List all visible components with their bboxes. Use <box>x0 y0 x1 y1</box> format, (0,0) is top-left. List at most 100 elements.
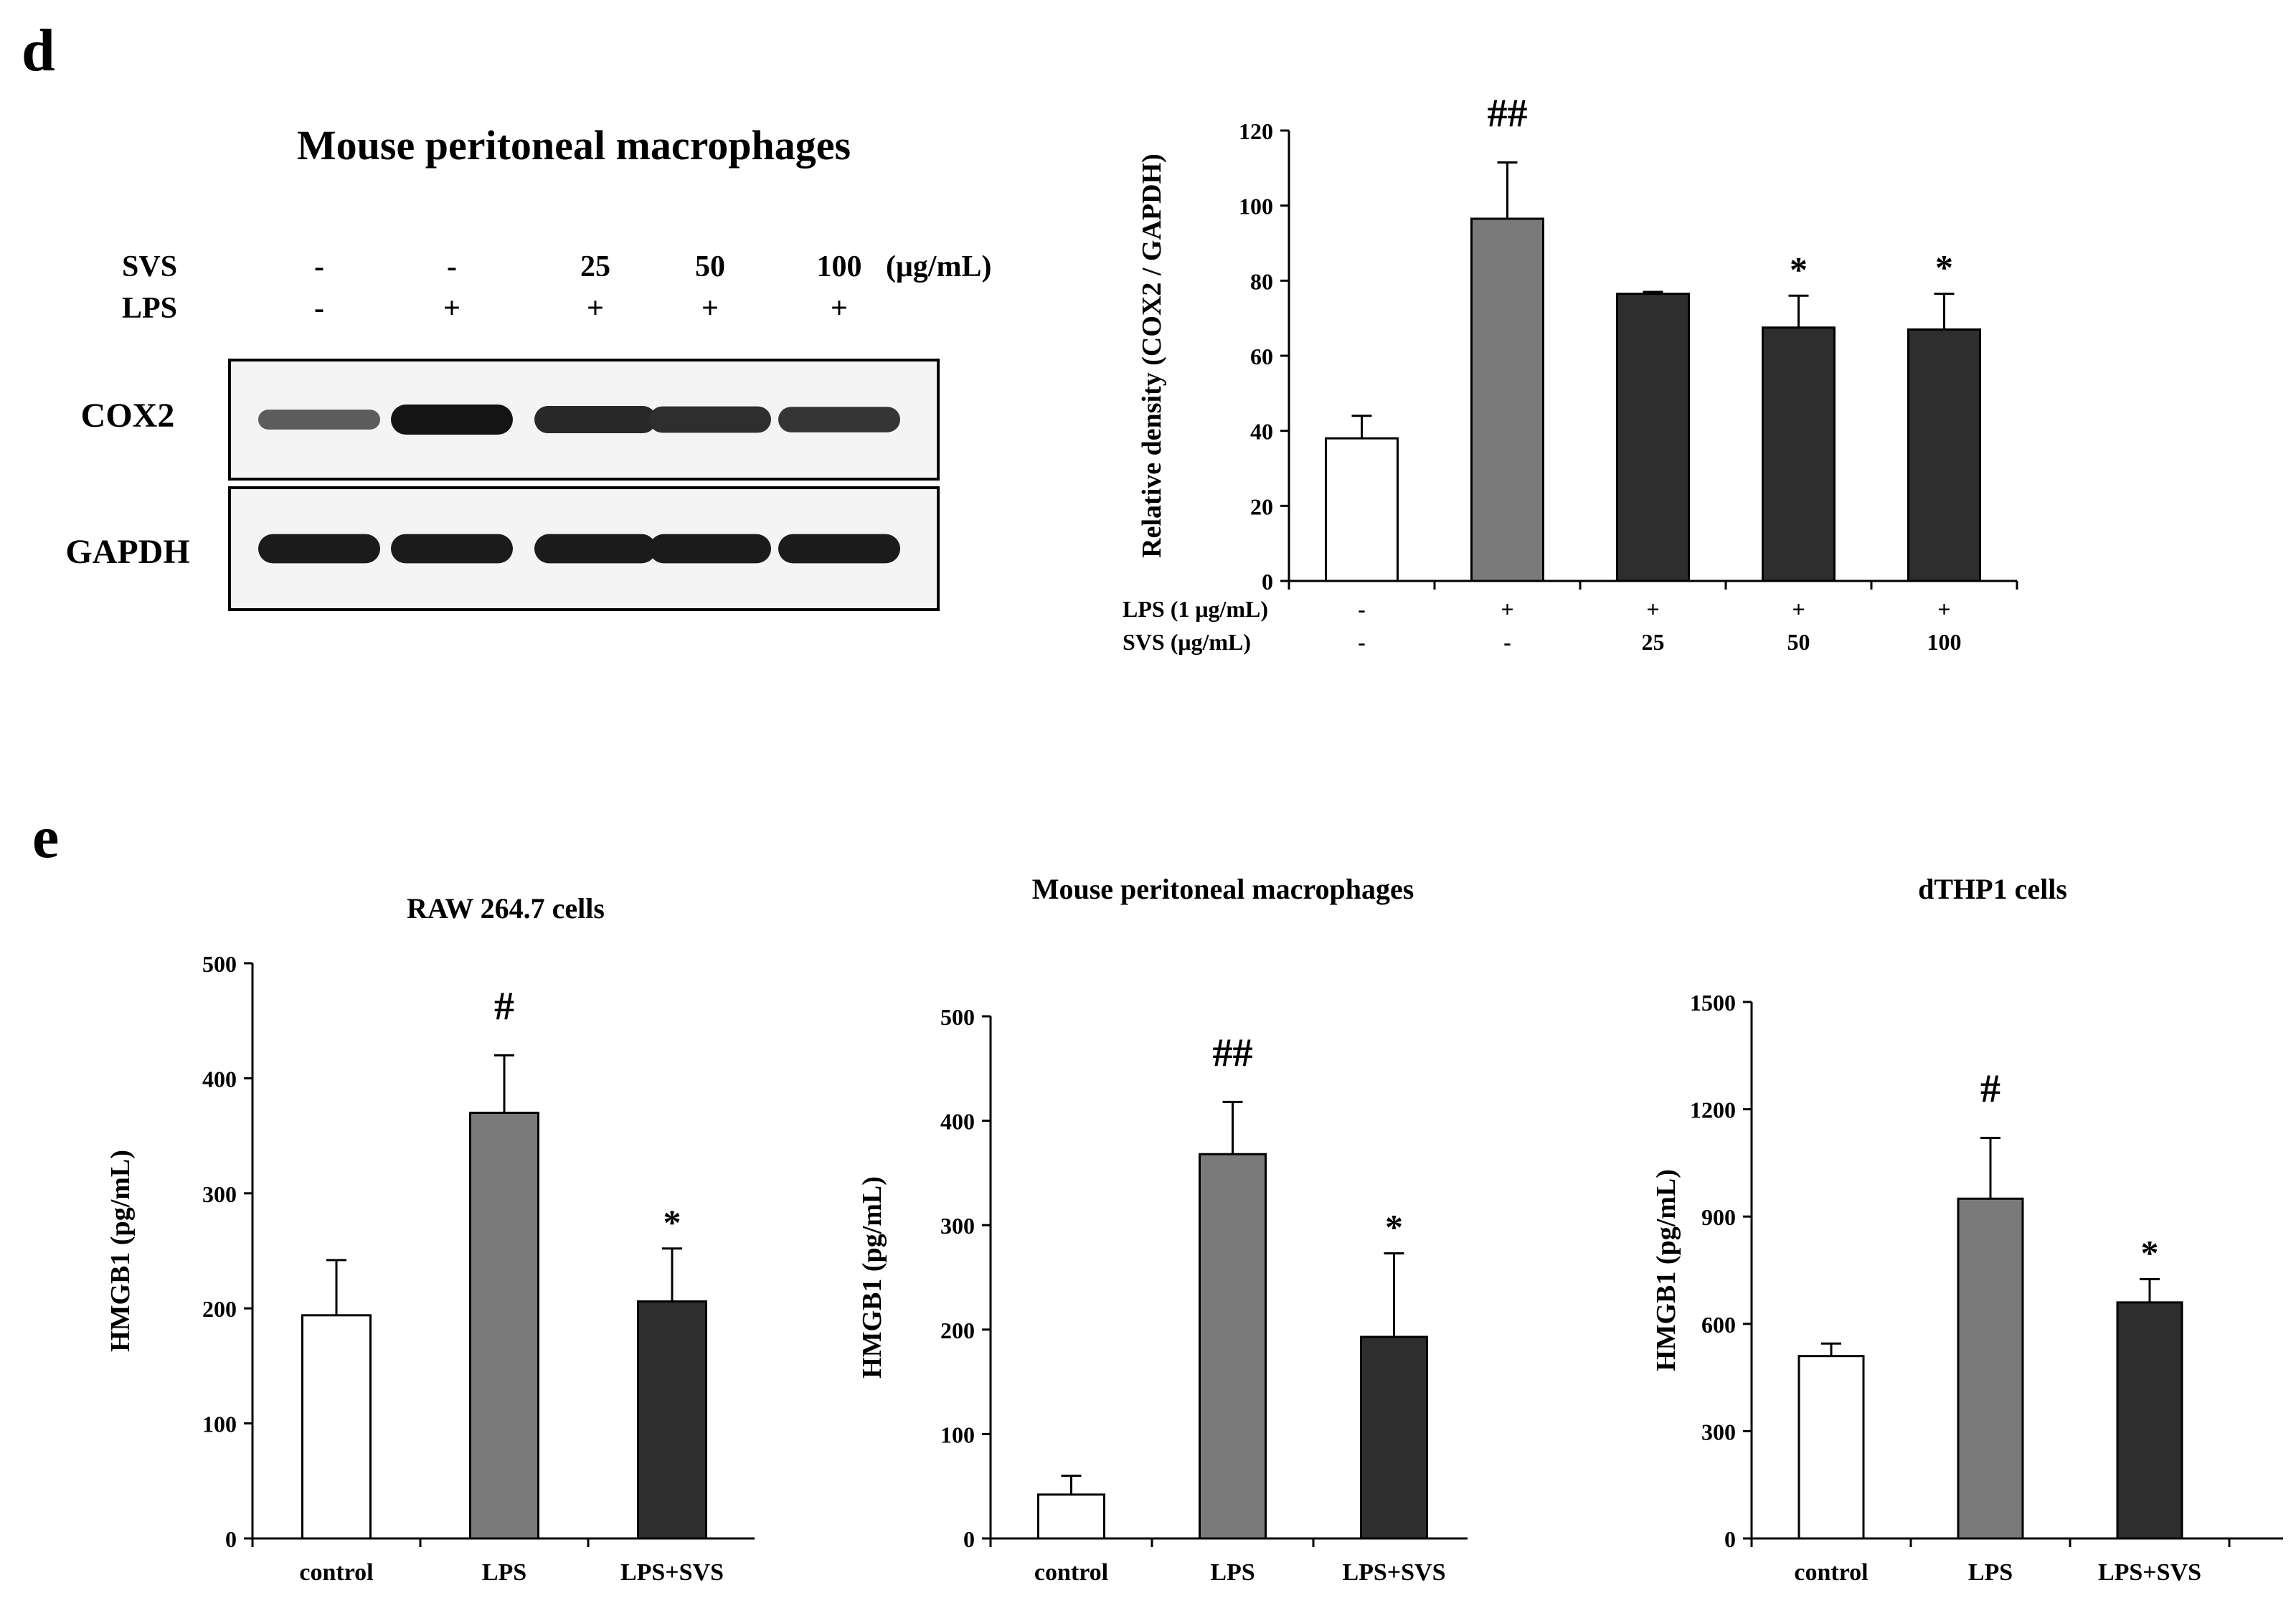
x-category-label: LPS <box>482 1559 526 1586</box>
bar <box>2116 1301 2183 1540</box>
y-tick-label: 1200 <box>1690 1097 1736 1123</box>
blot-svs-value: 100 <box>817 250 862 283</box>
mpm-hmgb1-chart: Mouse peritoneal macrophages HMGB1 (pg/mL… <box>857 873 1468 1586</box>
raw-hmgb1-chart: RAW 264.7 cells HMGB1 (pg/mL) 0 100 200 300 40… <box>105 892 755 1586</box>
blot-band <box>391 534 513 564</box>
y-tick-label: 200 <box>940 1318 975 1343</box>
significance-marker: # <box>1980 1067 2000 1111</box>
y-tick-label: 100 <box>202 1412 237 1437</box>
y-tick-label: 100 <box>1239 194 1273 219</box>
x-category-label: LPS+SVS <box>2098 1559 2201 1586</box>
significance-marker: * <box>1935 247 1953 288</box>
blot-svs-value: 25 <box>580 250 610 283</box>
blot-band <box>534 405 656 434</box>
y-tick-label: 80 <box>1250 268 1273 294</box>
bar <box>469 1112 539 1540</box>
y-tick-label: 500 <box>940 1004 975 1030</box>
chart-title: Mouse peritoneal macrophages <box>1032 873 1414 905</box>
chart-title: dTHP1 cells <box>1918 873 2067 905</box>
bar <box>1199 1153 1267 1540</box>
bar <box>1037 1493 1105 1540</box>
blot-svs-value: 50 <box>695 250 725 283</box>
y-tick-label: 0 <box>1724 1526 1736 1552</box>
condition-value: 50 <box>1787 629 1810 655</box>
bar <box>1360 1335 1428 1540</box>
western-blot: Mouse peritoneal macrophages SVS LPS (μg… <box>65 122 991 611</box>
y-tick-label: 120 <box>1239 118 1273 144</box>
y-axis-label: HMGB1 (pg/mL) <box>105 1150 136 1352</box>
thp1-hmgb1-chart: dTHP1 cells HMGB1 (pg/mL) 0 300 600 900 1200 15… <box>1651 873 2283 1586</box>
x-category-label: LPS <box>1210 1559 1255 1586</box>
y-tick-label: 900 <box>1701 1204 1736 1230</box>
blot-band <box>649 406 771 433</box>
condition-row-label: SVS (μg/mL) <box>1123 629 1251 655</box>
significance-marker: # <box>494 984 514 1029</box>
x-category-label: LPS <box>1968 1559 2013 1586</box>
x-category-label: LPS+SVS <box>1342 1559 1445 1586</box>
blot-lps-value: - <box>314 292 324 325</box>
y-axis-label: Relative density (COX2 / GAPDH) <box>1137 153 1167 558</box>
y-tick-label: 0 <box>225 1526 237 1552</box>
blot-svs-value: - <box>314 250 324 283</box>
panel-letter-e: e <box>32 804 59 871</box>
y-axis-label: HMGB1 (pg/mL) <box>1651 1169 1681 1371</box>
blot-lps-value: + <box>443 292 460 325</box>
condition-row-label: LPS (1 μg/mL) <box>1123 596 1268 622</box>
blot-unit-label: (μg/mL) <box>886 250 991 283</box>
y-tick-label: 300 <box>1701 1419 1736 1444</box>
bar <box>1325 437 1399 582</box>
blot-band <box>649 534 771 564</box>
y-tick-label: 300 <box>940 1213 975 1239</box>
y-tick-label: 0 <box>1262 569 1273 595</box>
condition-value: - <box>1358 629 1366 655</box>
blot-band-label: COX2 <box>81 397 175 435</box>
y-tick-label: 40 <box>1250 419 1273 445</box>
y-tick-label: 20 <box>1250 493 1273 519</box>
y-tick-label: 1500 <box>1690 990 1736 1016</box>
blot-band <box>391 405 513 435</box>
blot-band <box>258 534 380 564</box>
condition-value: 100 <box>1927 629 1962 655</box>
bar <box>301 1314 372 1540</box>
x-category-label: LPS+SVS <box>620 1559 724 1586</box>
y-tick-label: 200 <box>202 1296 237 1322</box>
significance-marker: * <box>1385 1207 1403 1247</box>
x-category-label: control <box>1794 1559 1868 1586</box>
blot-band <box>778 407 900 432</box>
condition-value: + <box>1501 596 1513 622</box>
blot-lps-value: + <box>587 292 604 325</box>
blot-lps-value: + <box>701 292 719 325</box>
bar <box>1957 1197 2024 1540</box>
blot-panel-cox2: COX2 <box>81 359 940 481</box>
significance-marker: * <box>663 1202 681 1242</box>
y-tick-label: 0 <box>963 1526 975 1552</box>
panel-letter-d: d <box>22 17 55 84</box>
bar <box>1762 326 1836 582</box>
condition-value: - <box>1503 629 1511 655</box>
significance-marker: * <box>1790 249 1808 289</box>
bar <box>1470 217 1544 582</box>
condition-value: + <box>1646 596 1659 622</box>
bar <box>1616 293 1690 582</box>
blot-band <box>258 410 380 430</box>
y-tick-label: 60 <box>1250 344 1273 369</box>
y-tick-label: 400 <box>202 1066 237 1092</box>
cox2-density-chart: Relative density (COX2 / GAPDH) 0 20 40 60 80… <box>1123 91 2018 655</box>
x-category-label: control <box>1034 1559 1108 1586</box>
significance-marker: ## <box>1213 1031 1253 1075</box>
blot-lps-value: + <box>831 292 848 325</box>
y-tick-label: 300 <box>202 1181 237 1207</box>
bar <box>1907 328 1981 582</box>
bar <box>1797 1355 1865 1540</box>
blot-svs-value: - <box>447 250 457 283</box>
blot-band <box>778 534 900 564</box>
y-axis-label: HMGB1 (pg/mL) <box>857 1176 887 1379</box>
x-category-label: control <box>299 1559 373 1586</box>
y-tick-label: 400 <box>940 1109 975 1135</box>
condition-value: - <box>1358 596 1366 622</box>
significance-marker: * <box>2141 1232 2159 1272</box>
condition-value: + <box>1792 596 1805 622</box>
blot-panel-gapdh: GAPDH <box>65 486 940 611</box>
blot-band <box>534 534 656 564</box>
